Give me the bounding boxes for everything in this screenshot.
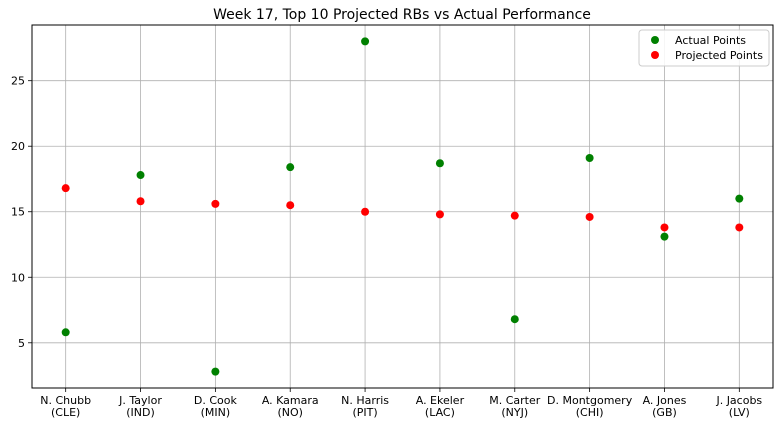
x-tick-label: N. Harris [341, 394, 389, 407]
x-tick-label: (NYJ) [501, 406, 528, 419]
x-tick-label: (CLE) [51, 406, 80, 419]
point-projected-points [660, 223, 669, 232]
x-tick-label: A. Ekeler [416, 394, 465, 407]
legend: Actual Points Projected Points [638, 29, 770, 67]
point-projected-points [361, 207, 370, 216]
point-actual-points [585, 154, 594, 163]
point-projected-points [510, 211, 519, 220]
y-axis: 5 10 15 20 25 [11, 75, 32, 350]
y-tick-label: 10 [11, 271, 25, 284]
data-points [61, 37, 744, 376]
legend-box [638, 29, 770, 67]
x-tick-label: (MIN) [201, 406, 231, 419]
x-tick-label: D. Montgomery [547, 394, 633, 407]
x-tick-label: D. Cook [194, 394, 238, 407]
x-tick-label: J. Taylor [118, 394, 162, 407]
legend-label-projected-points: Projected Points [675, 49, 763, 62]
x-tick-label: N. Chubb [40, 394, 91, 407]
point-actual-points [136, 171, 145, 180]
point-projected-points [211, 199, 220, 208]
point-actual-points [735, 194, 744, 203]
x-tick-label: A. Jones [643, 394, 687, 407]
point-projected-points [585, 212, 594, 221]
x-tick-label: (PIT) [352, 406, 377, 419]
point-projected-points [735, 223, 744, 232]
chart-title: Week 17, Top 10 Projected RBs vs Actual … [213, 7, 591, 23]
y-tick-label: 15 [11, 206, 25, 219]
legend-marker-actual-points [651, 36, 659, 44]
point-actual-points [510, 315, 519, 324]
point-actual-points [61, 328, 70, 337]
y-tick-label: 5 [18, 337, 25, 350]
point-actual-points [361, 37, 370, 46]
point-projected-points [286, 201, 295, 210]
x-tick-label: J. Jacobs [715, 394, 762, 407]
x-tick-label: (LAC) [425, 406, 455, 419]
point-actual-points [211, 367, 220, 376]
point-actual-points [286, 163, 295, 172]
x-tick-label: A. Kamara [262, 394, 319, 407]
grid [32, 25, 773, 388]
x-tick-label: (NO) [277, 406, 302, 419]
plot-frame [31, 24, 774, 389]
point-actual-points [435, 159, 444, 168]
legend-label-actual-points: Actual Points [675, 34, 746, 47]
legend-marker-projected-points [651, 51, 659, 59]
x-tick-label: (CHI) [576, 406, 604, 419]
point-projected-points [435, 210, 444, 219]
point-projected-points [61, 184, 70, 193]
x-axis: N. Chubb(CLE) J. Taylor(IND) D. Cook(MIN) A… [40, 388, 762, 419]
y-tick-label: 20 [11, 140, 25, 153]
x-tick-label: (IND) [126, 406, 155, 419]
point-projected-points [136, 197, 145, 206]
x-tick-label: (LV) [729, 406, 750, 419]
point-actual-points [660, 232, 669, 241]
y-tick-label: 25 [11, 75, 25, 88]
x-tick-label: (GB) [652, 406, 677, 419]
x-tick-label: M. Carter [489, 394, 541, 407]
